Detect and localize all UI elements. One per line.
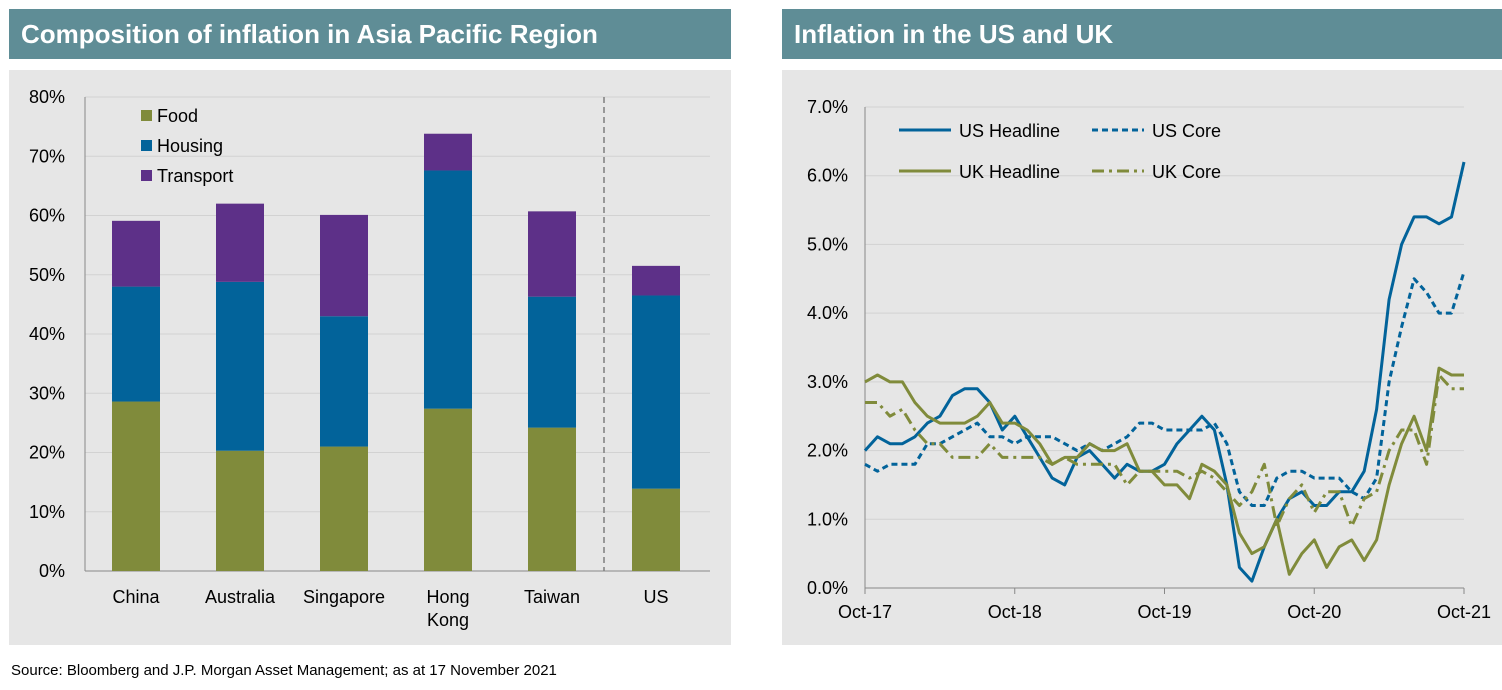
bar-food-china	[112, 401, 160, 571]
bar-transport-hong-kong	[424, 133, 472, 171]
left-panel-title: Composition of inflation in Asia Pacific…	[9, 9, 731, 59]
legend-label-us-core: US Core	[1152, 121, 1221, 141]
legend-label-us-headline: US Headline	[959, 121, 1060, 141]
series-line-uk-core	[865, 373, 1464, 528]
bar-transport-australia	[216, 203, 264, 282]
right-panel-title: Inflation in the US and UK	[782, 9, 1502, 59]
y-tick-label: 6.0%	[807, 166, 848, 186]
y-tick-label: 60%	[29, 206, 65, 226]
x-tick-label: US	[643, 587, 668, 607]
bar-transport-us	[632, 265, 680, 296]
legend-label-housing: Housing	[157, 136, 223, 156]
legend-swatch-housing	[141, 140, 152, 151]
bar-food-taiwan	[528, 427, 576, 571]
series-line-uk-headline	[864, 366, 1464, 576]
bar-food-australia	[216, 450, 264, 571]
bar-transport-singapore	[320, 214, 368, 317]
x-tick-label: Oct-19	[1137, 602, 1191, 622]
y-tick-label: 80%	[29, 87, 65, 107]
bar-housing-singapore	[320, 316, 368, 447]
y-tick-label: 0.0%	[807, 578, 848, 598]
legend-swatch-transport	[141, 170, 152, 181]
bar-transport-china	[112, 220, 160, 287]
y-tick-label: 10%	[29, 502, 65, 522]
series-line-us-headline	[863, 161, 1466, 583]
bar-food-singapore	[320, 446, 368, 571]
y-tick-label: 70%	[29, 146, 65, 166]
bar-housing-us	[632, 295, 680, 489]
x-tick-label: Singapore	[303, 587, 385, 607]
y-tick-label: 4.0%	[807, 303, 848, 323]
y-tick-label: 0%	[39, 561, 65, 581]
legend-label-food: Food	[157, 106, 198, 126]
bar-transport-taiwan	[528, 211, 576, 297]
legend-label-transport: Transport	[157, 166, 233, 186]
x-tick-label: Oct-20	[1287, 602, 1341, 622]
y-tick-label: 1.0%	[807, 509, 848, 529]
series-line-us-core	[864, 271, 1466, 507]
y-tick-label: 20%	[29, 443, 65, 463]
x-tick-label: Hong	[426, 587, 469, 607]
bar-housing-taiwan	[528, 296, 576, 428]
source-note: Source: Bloomberg and J.P. Morgan Asset …	[11, 662, 557, 679]
x-tick-label: Oct-21	[1437, 602, 1491, 622]
bar-housing-australia	[216, 281, 264, 451]
x-tick-label: Oct-17	[838, 602, 892, 622]
legend-swatch-food	[141, 110, 152, 121]
bar-housing-china	[112, 286, 160, 402]
x-tick-label: China	[112, 587, 160, 607]
y-tick-label: 50%	[29, 265, 65, 285]
y-tick-label: 30%	[29, 383, 65, 403]
legend-label-uk-core: UK Core	[1152, 162, 1221, 182]
legend-label-uk-headline: UK Headline	[959, 162, 1060, 182]
bar-housing-hong-kong	[424, 170, 472, 409]
x-tick-label: Taiwan	[524, 587, 580, 607]
y-tick-label: 7.0%	[807, 97, 848, 117]
y-tick-label: 40%	[29, 324, 65, 344]
bar-food-us	[632, 488, 680, 571]
bar-food-hong-kong	[424, 408, 472, 571]
y-tick-label: 5.0%	[807, 234, 848, 254]
x-tick-label: Kong	[427, 610, 469, 630]
y-tick-label: 2.0%	[807, 441, 848, 461]
y-tick-label: 3.0%	[807, 372, 848, 392]
x-tick-label: Oct-18	[988, 602, 1042, 622]
x-tick-label: Australia	[205, 587, 276, 607]
